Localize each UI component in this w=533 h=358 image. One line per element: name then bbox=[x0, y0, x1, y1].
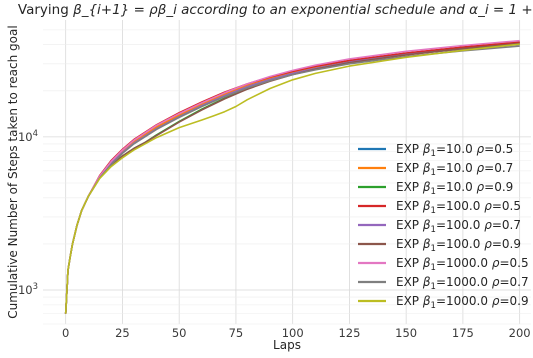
series-lines bbox=[64, 39, 520, 314]
y-tick-label: 103 bbox=[18, 282, 38, 297]
x-tick-label: 0 bbox=[62, 326, 69, 340]
legend: EXP β1=10.0 ρ=0.5 EXP β1=10.0 ρ=0.7 EXP β1… bbox=[358, 142, 529, 311]
legend-label: EXP β1=100.0 ρ=0.7 bbox=[396, 218, 521, 235]
x-axis-label: Laps bbox=[273, 338, 301, 352]
legend-label: EXP β1=1000.0 ρ=0.9 bbox=[396, 294, 529, 311]
x-tick-label: 100 bbox=[282, 326, 304, 340]
series-line-9 bbox=[64, 43, 520, 314]
x-tick-label: 50 bbox=[172, 326, 187, 340]
chart-title-math: β_{i+1} = ρβ_i according to an exponenti… bbox=[72, 2, 533, 18]
grid bbox=[43, 20, 531, 325]
legend-label: EXP β1=1000.0 ρ=0.5 bbox=[396, 256, 529, 273]
x-tick-label: 175 bbox=[452, 326, 474, 340]
x-tick-label: 125 bbox=[338, 326, 360, 340]
x-tick-label: 25 bbox=[115, 326, 130, 340]
legend-label: EXP β1=10.0 ρ=0.7 bbox=[396, 161, 513, 178]
y-tick-label: 104 bbox=[18, 129, 38, 144]
legend-label: EXP β1=10.0 ρ=0.9 bbox=[396, 180, 513, 197]
tick-labels: 0 25 50 75 100 125 150 175 200 103 104 bbox=[18, 129, 531, 340]
x-tick-label: 200 bbox=[509, 326, 531, 340]
y-axis-label: Cumulative Number of Steps taken to reac… bbox=[6, 25, 20, 318]
x-tick-label: 75 bbox=[229, 326, 244, 340]
plot-area bbox=[43, 20, 531, 324]
legend-label: EXP β1=10.0 ρ=0.5 bbox=[396, 142, 513, 159]
chart-title: Varying β_{i+1} = ρβ_i according to an e… bbox=[18, 2, 533, 18]
legend-label: EXP β1=1000.0 ρ=0.7 bbox=[396, 275, 529, 292]
legend-label: EXP β1=100.0 ρ=0.5 bbox=[396, 199, 521, 216]
x-tick-label: 150 bbox=[395, 326, 417, 340]
legend-label: EXP β1=100.0 ρ=0.9 bbox=[396, 237, 521, 254]
